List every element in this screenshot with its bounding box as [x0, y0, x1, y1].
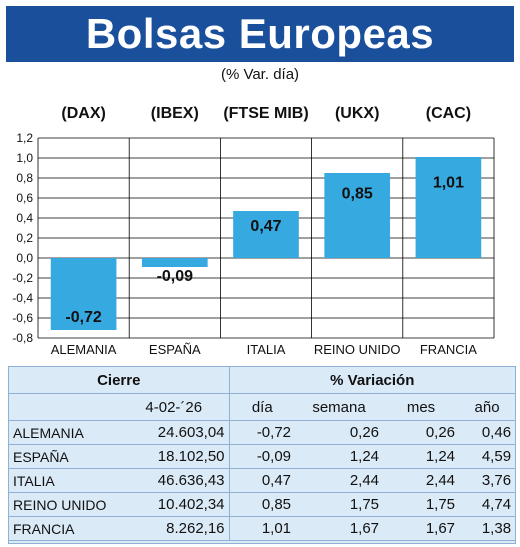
mes-cell: 1,24: [383, 444, 460, 469]
index-label: (CAC): [426, 105, 471, 122]
dia-cell: 0,47: [228, 468, 296, 493]
y-tick-label: 0,2: [16, 231, 33, 245]
table-row: ESPAÑA 18.102,50 -0,09 1,24 1,24 4,59: [9, 444, 516, 469]
close-cell: 18.102,50: [119, 444, 230, 469]
x-tick-label: FRANCIA: [420, 342, 477, 357]
y-tick-label: -0,8: [12, 331, 33, 345]
y-tick-label: -0,4: [12, 291, 33, 305]
ano-cell: 4,74: [459, 492, 516, 517]
x-tick-label: REINO UNIDO: [314, 342, 401, 357]
data-label: 1,01: [433, 174, 464, 191]
data-label: 0,85: [342, 186, 373, 203]
header-mes: mes: [383, 393, 460, 421]
index-label: (DAX): [61, 105, 105, 122]
country-cell: REINO UNIDO: [9, 492, 119, 517]
country-cell: ALEMANIA: [9, 420, 119, 445]
mes-cell: 1,67: [383, 516, 460, 541]
bar-chart: 1,2 1,0 0,8 0,6 0,4 0,2 0,0 -0,2 -0,4 -0,6 -0,8 -0,…: [12, 105, 495, 357]
header-variacion: % Variación: [228, 367, 516, 394]
index-label: (FTSE MIB): [223, 105, 308, 122]
bar: [415, 157, 482, 258]
y-tick-label: 0,6: [16, 191, 33, 205]
y-tick-label: 0,0: [16, 251, 33, 265]
semana-cell: 0,26: [295, 420, 384, 445]
semana-cell: 2,44: [295, 468, 384, 493]
bar: [324, 173, 391, 258]
table-row: ALEMANIA 24.603,04 -0,72 0,26 0,26 0,46: [9, 420, 516, 445]
x-tick-label: ALEMANIA: [51, 342, 117, 357]
ano-cell: 3,76: [459, 468, 516, 493]
page-title: Bolsas Europeas: [85, 10, 435, 57]
y-tick-label: 0,4: [16, 211, 33, 225]
ano-cell: 1,38: [459, 516, 516, 541]
mes-cell: 1,75: [383, 492, 460, 517]
data-label: 0,47: [250, 218, 281, 235]
chart-subtitle: (% Var. día): [220, 66, 300, 83]
close-cell: 10.402,34: [119, 492, 230, 517]
x-tick-label: ITALIA: [247, 342, 286, 357]
dia-cell: 1,01: [228, 516, 296, 541]
mes-cell: 2,44: [383, 468, 460, 493]
data-label: -0,09: [157, 268, 194, 285]
x-tick-label: ESPAÑA: [149, 342, 201, 357]
dia-cell: -0,72: [228, 420, 296, 445]
close-cell: 8.262,16: [119, 516, 230, 541]
close-cell: 46.636,43: [119, 468, 230, 493]
table-row: REINO UNIDO 10.402,34 0,85 1,75 1,75 4,7…: [9, 492, 516, 517]
header-dia: día: [228, 393, 296, 421]
dia-cell: 0,85: [228, 492, 296, 517]
y-tick-label: -0,6: [12, 311, 33, 325]
bar: [233, 211, 299, 258]
country-cell: ESPAÑA: [9, 444, 119, 469]
mes-cell: 0,26: [383, 420, 460, 445]
country-cell: FRANCIA: [9, 516, 119, 541]
index-label: (UKX): [335, 105, 379, 122]
semana-cell: 1,75: [295, 492, 384, 517]
data-table: Cierre % Variación 4-02-´26 día semana m…: [8, 366, 516, 544]
y-tick-label: 1,2: [16, 131, 33, 145]
ano-cell: 4,59: [459, 444, 516, 469]
table-row: ITALIA 46.636,43 0,47 2,44 2,44 3,76: [9, 468, 516, 493]
semana-cell: 1,24: [295, 444, 384, 469]
dia-cell: -0,09: [228, 444, 296, 469]
bar: [50, 258, 117, 330]
header-date: 4-02-´26: [119, 393, 230, 421]
data-label: -0,72: [65, 309, 102, 326]
semana-cell: 1,67: [295, 516, 384, 541]
header-semana: semana: [295, 393, 384, 421]
bar: [141, 258, 208, 267]
y-tick-label: 1,0: [16, 151, 33, 165]
y-tick-label: 0,8: [16, 171, 33, 185]
index-label: (IBEX): [151, 105, 199, 122]
y-tick-label: -0,2: [12, 271, 33, 285]
close-cell: 24.603,04: [119, 420, 230, 445]
title-banner: [6, 6, 514, 62]
table-row: FRANCIA 8.262,16 1,01 1,67 1,67 1,38: [9, 516, 516, 541]
country-cell: ITALIA: [9, 468, 119, 493]
header-cierre: Cierre: [9, 367, 230, 394]
ano-cell: 0,46: [459, 420, 516, 445]
header-ano: año: [459, 393, 516, 421]
